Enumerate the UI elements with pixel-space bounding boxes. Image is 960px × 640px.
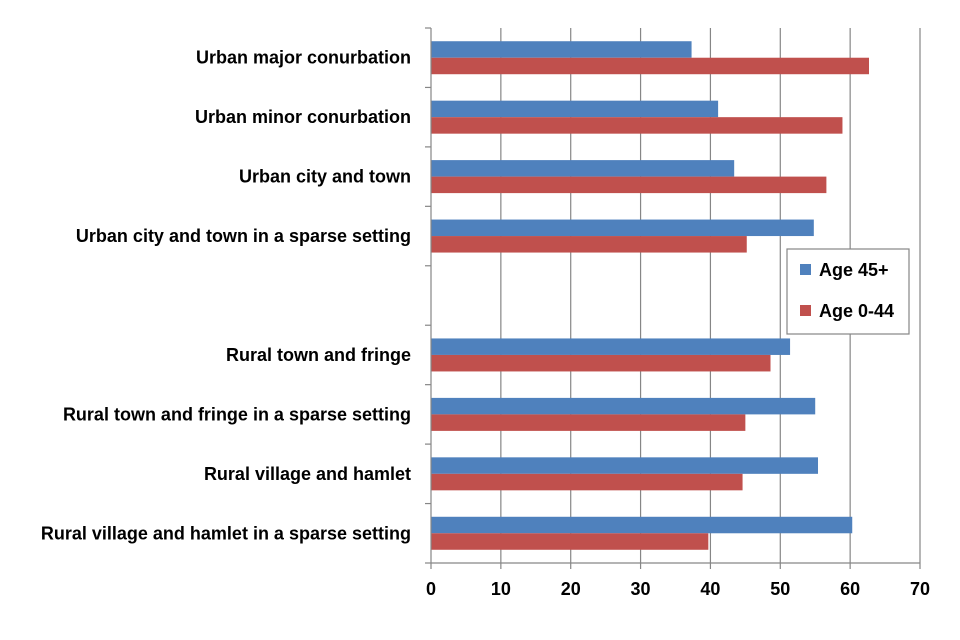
legend-box	[786, 248, 910, 335]
category-label: Urban city and town	[239, 167, 411, 187]
x-tick-label: 10	[491, 579, 511, 599]
x-tick-label: 50	[770, 579, 790, 599]
x-tick-label: 40	[700, 579, 720, 599]
bar-age-45-plus	[431, 160, 735, 177]
category-label: Rural town and fringe in a sparse settin…	[63, 404, 411, 424]
bar-age-0-44	[431, 236, 747, 253]
bar-age-0-44	[431, 176, 827, 194]
tick-labels: 0 10 20 30 40 50 60 70	[426, 579, 930, 599]
legend-swatch	[800, 305, 811, 316]
legend-swatch	[800, 264, 811, 275]
x-tick-label: 60	[840, 579, 860, 599]
bar-age-45-plus	[431, 457, 819, 474]
legend: Age 45+ Age 0-44	[786, 248, 910, 335]
category-label: Rural village and hamlet	[204, 464, 411, 484]
category-labels: Urban major conurbation Urban minor conur…	[41, 48, 411, 544]
category-label: Urban minor conurbation	[195, 107, 411, 127]
bars	[431, 41, 870, 550]
category-label: Urban city and town in a sparse setting	[76, 226, 411, 246]
bar-age-45-plus	[431, 338, 791, 355]
bar-age-45-plus	[431, 219, 814, 237]
x-tick-label: 0	[426, 579, 436, 599]
category-label: Urban major conurbation	[196, 48, 411, 68]
legend-label: Age 0-44	[819, 301, 894, 321]
bar-age-0-44	[431, 57, 870, 75]
category-label: Rural town and fringe	[226, 345, 411, 365]
bar-age-45-plus	[431, 516, 853, 534]
bar-age-45-plus	[431, 100, 719, 118]
bar-age-0-44	[431, 414, 746, 431]
category-label: Rural village and hamlet in a sparse set…	[41, 523, 411, 543]
bar-age-0-44	[431, 473, 743, 491]
axes	[425, 27, 921, 569]
x-tick-label: 30	[631, 579, 651, 599]
bar-age-0-44	[431, 354, 771, 372]
x-tick-label: 70	[910, 579, 930, 599]
bar-age-45-plus	[431, 397, 816, 415]
bar-age-0-44	[431, 533, 709, 550]
x-tick-label: 20	[561, 579, 581, 599]
bar-age-0-44	[431, 117, 843, 134]
legend-label: Age 45+	[819, 260, 889, 280]
bar-age-45-plus	[431, 41, 692, 58]
